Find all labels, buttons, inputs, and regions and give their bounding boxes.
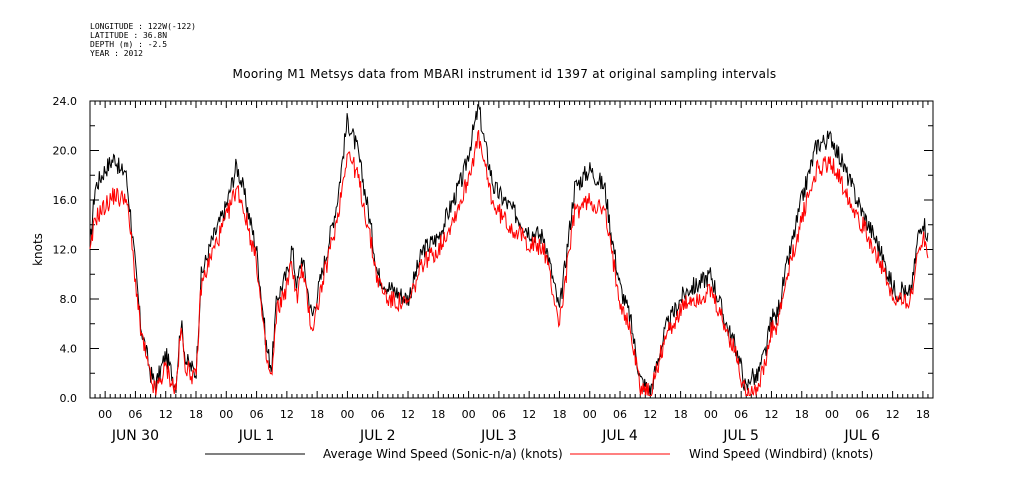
legend-label-sonic: Average Wind Speed (Sonic-n/a) (knots) — [323, 447, 563, 461]
y-tick-label: 4.0 — [60, 343, 78, 356]
x-tick-label: 06 — [734, 408, 748, 421]
x-day-label: JUL 2 — [359, 428, 396, 444]
y-axis-label: knots — [31, 233, 45, 266]
legend-label-windbird: Wind Speed (Windbird) (knots) — [689, 447, 873, 461]
x-tick-label: 00 — [583, 408, 597, 421]
x-tick-label: 00 — [704, 408, 718, 421]
meta-depth: DEPTH (m) : -2.5 — [90, 40, 168, 49]
metadata-block: LONGITUDE : 122W(-122) LATITUDE : 36.8N … — [90, 22, 196, 58]
y-tick-label: 16.0 — [53, 194, 78, 207]
x-day-label: JUL 5 — [722, 428, 759, 444]
x-tick-label: 00 — [462, 408, 476, 421]
x-day-label: JUN 30 — [111, 428, 159, 444]
x-day-label: JUL 6 — [844, 428, 881, 444]
x-tick-label: 18 — [795, 408, 809, 421]
chart-title: Mooring M1 Metsys data from MBARI instru… — [232, 67, 777, 81]
x-tick-label: 12 — [764, 408, 778, 421]
x-tick-label: 12 — [886, 408, 900, 421]
x-tick-label: 00 — [219, 408, 233, 421]
x-tick-label: 18 — [310, 408, 324, 421]
y-tick-label: 12.0 — [53, 244, 78, 257]
plot-frame — [89, 100, 934, 399]
x-tick-label: 12 — [401, 408, 415, 421]
x-tick-label: 06 — [250, 408, 264, 421]
y-tick-label: 24.0 — [53, 95, 78, 108]
x-tick-label: 06 — [492, 408, 506, 421]
series-line-sonic — [89, 103, 929, 396]
x-tick-label: 06 — [855, 408, 869, 421]
y-tick-label: 0.0 — [60, 392, 78, 405]
x-tick-label: 00 — [98, 408, 112, 421]
y-tick-label: 20.0 — [53, 145, 78, 158]
x-tick-label: 18 — [189, 408, 203, 421]
x-tick-label: 12 — [643, 408, 657, 421]
x-tick-label: 12 — [159, 408, 173, 421]
x-tick-label: 18 — [674, 408, 688, 421]
x-day-label: JUL 3 — [480, 428, 517, 444]
x-tick-label: 18 — [552, 408, 566, 421]
x-tick-label: 18 — [431, 408, 445, 421]
meta-longitude: LONGITUDE : 122W(-122) — [90, 22, 196, 31]
series-line-windbird — [89, 129, 929, 396]
x-tick-label: 00 — [340, 408, 354, 421]
y-tick-label: 8.0 — [60, 293, 78, 306]
x-tick-label: 06 — [371, 408, 385, 421]
x-tick-label: 06 — [613, 408, 627, 421]
x-tick-label: 18 — [916, 408, 930, 421]
x-day-label: JUL 1 — [238, 428, 275, 444]
meta-latitude: LATITUDE : 36.8N — [90, 31, 168, 40]
meta-year: YEAR : 2012 — [90, 49, 143, 58]
x-tick-label: 12 — [280, 408, 294, 421]
x-tick-label: 06 — [128, 408, 142, 421]
x-day-label: JUL 4 — [601, 428, 638, 444]
x-tick-label: 12 — [522, 408, 536, 421]
x-tick-label: 00 — [825, 408, 839, 421]
